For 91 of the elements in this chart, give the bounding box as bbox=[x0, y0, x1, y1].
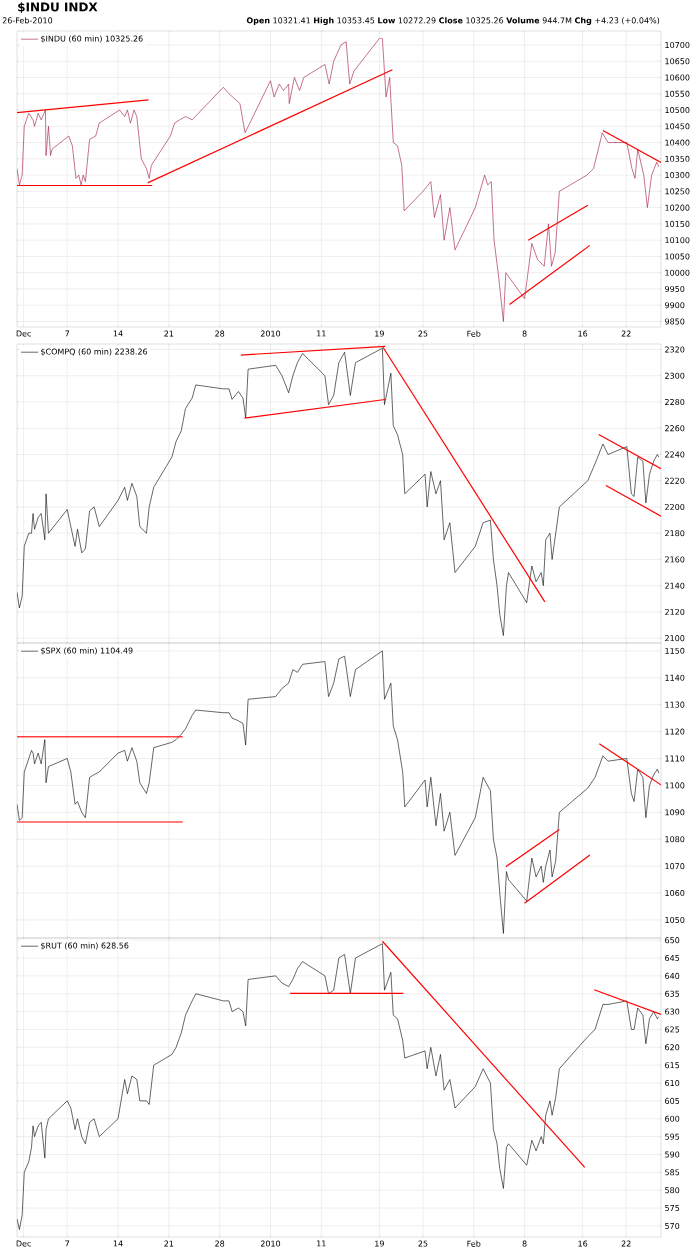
y-tick-label: 9900 bbox=[665, 302, 685, 309]
x-tick-label: 16 bbox=[578, 330, 588, 337]
legend-label: $INDU (60 min) 10325.26 bbox=[41, 35, 143, 43]
x-tick-label: 25 bbox=[418, 1240, 428, 1247]
x-tick-label: 21 bbox=[164, 330, 174, 337]
y-tick-label: 10500 bbox=[665, 107, 690, 114]
y-tick-label: 635 bbox=[665, 990, 680, 997]
y-tick-label: 2140 bbox=[665, 582, 685, 589]
x-tick-label: 14 bbox=[113, 1240, 123, 1247]
y-tick-label: 610 bbox=[665, 1080, 680, 1087]
y-tick-label: 1120 bbox=[665, 728, 685, 735]
x-tick-label: Dec bbox=[16, 330, 31, 337]
y-tick-label: 9850 bbox=[665, 318, 685, 325]
y-tick-label: 580 bbox=[665, 1187, 680, 1194]
y-tick-label: 1060 bbox=[665, 890, 685, 897]
x-tick-label: 2010 bbox=[260, 1240, 281, 1247]
y-tick-label: 640 bbox=[665, 972, 680, 979]
y-tick-label: 10650 bbox=[665, 58, 690, 65]
y-tick-label: 620 bbox=[665, 1044, 680, 1051]
y-tick-label: 2120 bbox=[665, 608, 685, 615]
y-tick-label: 10350 bbox=[665, 155, 690, 162]
y-tick-label: 2100 bbox=[665, 635, 685, 642]
y-tick-label: 600 bbox=[665, 1115, 680, 1122]
y-tick-label: 570 bbox=[665, 1222, 680, 1229]
y-tick-label: 595 bbox=[665, 1133, 680, 1140]
y-tick-label: 1070 bbox=[665, 863, 685, 870]
y-tick-label: 585 bbox=[665, 1169, 680, 1176]
y-tick-label: 1150 bbox=[665, 647, 685, 654]
y-tick-label: 1100 bbox=[665, 782, 685, 789]
y-tick-label: 2180 bbox=[665, 530, 685, 537]
y-tick-label: 2320 bbox=[665, 346, 685, 353]
y-tick-label: 10300 bbox=[665, 172, 690, 179]
text: Open 10321.41 High 10353.45 Low 10272.29 Close 10325.26 Volume 944.7M Chg +4.23 (+0.04%) bbox=[246, 17, 660, 26]
y-tick-label: 1140 bbox=[665, 674, 685, 681]
y-tick-label: 2280 bbox=[665, 398, 685, 406]
y-tick-label: 650 bbox=[665, 937, 680, 944]
x-tick-label: 8 bbox=[522, 330, 527, 337]
y-tick-label: 1080 bbox=[665, 836, 685, 843]
y-tick-label: 9950 bbox=[665, 285, 685, 292]
y-tick-label: 630 bbox=[665, 1008, 680, 1015]
x-tick-label: 22 bbox=[621, 1240, 631, 1247]
y-tick-label: 2240 bbox=[665, 451, 685, 458]
x-tick-label: 11 bbox=[317, 1240, 326, 1247]
x-tick-label: 2010 bbox=[260, 330, 281, 337]
legend-label: $COMPQ (60 min) 2238.26 bbox=[41, 348, 148, 356]
y-tick-label: 10700 bbox=[665, 41, 690, 49]
y-tick-label: 10450 bbox=[665, 123, 690, 130]
y-tick-label: 1130 bbox=[665, 701, 685, 708]
x-tick-label: 21 bbox=[164, 1240, 174, 1247]
y-tick-label: 10250 bbox=[665, 188, 690, 195]
chart-subtitle: 26-Feb-2010 bbox=[2, 17, 53, 24]
y-tick-label: 605 bbox=[665, 1097, 680, 1104]
y-tick-label: 2200 bbox=[665, 503, 685, 510]
x-tick-label: 22 bbox=[621, 330, 631, 337]
y-tick-label: 10050 bbox=[665, 253, 690, 260]
y-tick-label: 590 bbox=[665, 1151, 680, 1158]
x-tick-label: 7 bbox=[65, 330, 70, 337]
x-tick-label: 19 bbox=[375, 330, 384, 337]
x-tick-label: Dec bbox=[16, 1240, 31, 1247]
y-tick-label: 10550 bbox=[665, 90, 690, 97]
x-tick-label: Feb bbox=[467, 330, 481, 337]
y-tick-label: 2300 bbox=[665, 372, 685, 379]
y-tick-label: 575 bbox=[665, 1205, 680, 1212]
y-tick-label: 10150 bbox=[665, 220, 690, 227]
x-tick-label: 14 bbox=[113, 330, 123, 337]
y-tick-label: 10600 bbox=[665, 74, 690, 81]
y-tick-label: 10000 bbox=[665, 269, 690, 276]
y-tick-label: 2260 bbox=[665, 425, 685, 432]
y-tick-label: 2220 bbox=[665, 477, 685, 484]
x-tick-label: 19 bbox=[375, 1240, 384, 1247]
y-tick-label: 2160 bbox=[665, 556, 685, 563]
y-tick-label: 645 bbox=[665, 954, 680, 962]
x-tick-label: 16 bbox=[578, 1240, 588, 1247]
x-tick-label: 28 bbox=[215, 1240, 225, 1247]
x-tick-label: Feb bbox=[467, 1240, 481, 1247]
y-tick-label: 1110 bbox=[665, 755, 685, 762]
y-tick-label: 10200 bbox=[665, 204, 690, 211]
x-tick-label: 7 bbox=[65, 1240, 70, 1247]
chart-title: $INDU INDX bbox=[18, 2, 98, 14]
y-tick-label: 615 bbox=[665, 1062, 680, 1069]
y-tick-label: 1090 bbox=[665, 809, 685, 816]
y-tick-label: 10100 bbox=[665, 237, 690, 244]
y-tick-label: 10400 bbox=[665, 139, 690, 146]
x-tick-label: 25 bbox=[418, 330, 428, 337]
x-tick-label: 8 bbox=[522, 1240, 527, 1247]
y-tick-label: 625 bbox=[665, 1026, 680, 1033]
x-tick-label: 11 bbox=[317, 330, 326, 337]
x-tick-label: 28 bbox=[215, 330, 225, 337]
legend-label: $SPX (60 min) 1104.49 bbox=[41, 647, 133, 655]
y-tick-label: 1050 bbox=[665, 916, 685, 923]
legend-label: $RUT (60 min) 628.56 bbox=[41, 942, 129, 950]
